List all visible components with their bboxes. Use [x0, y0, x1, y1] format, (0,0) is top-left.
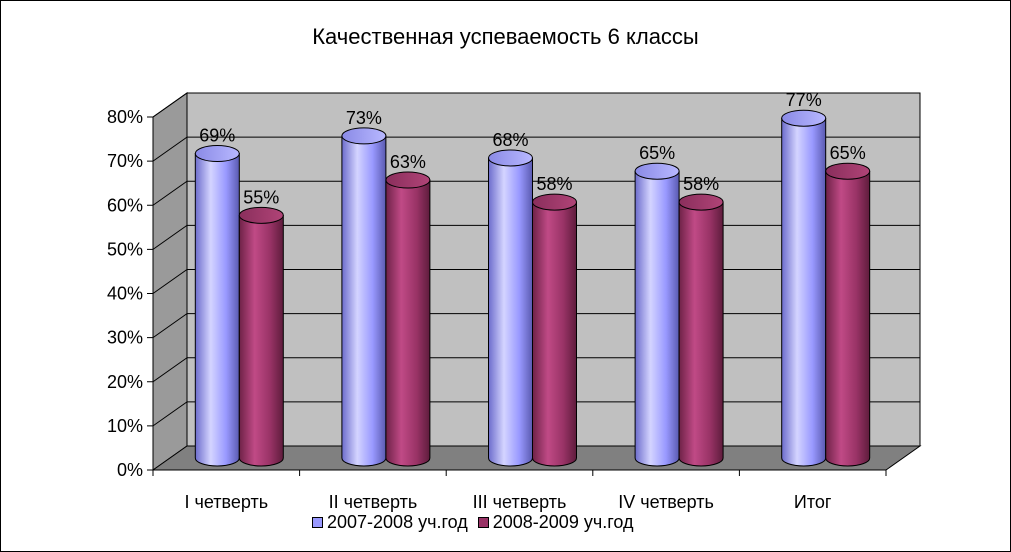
cylinder-body: [781, 117, 827, 467]
data-label: 55%: [243, 187, 279, 207]
cylinder-top: [488, 149, 533, 167]
cylinder-top: [385, 171, 431, 189]
x-tick-label: II четверть: [329, 492, 418, 512]
cylinder-body: [341, 135, 387, 467]
gridline-side: [152, 357, 188, 383]
cylinder-bar: [341, 127, 387, 467]
y-tick-label: 80%: [107, 107, 143, 127]
data-label: 58%: [683, 174, 719, 194]
data-label: 77%: [786, 90, 822, 110]
cylinder-bar: [678, 193, 724, 467]
gridline-side: [152, 180, 188, 206]
legend-swatch: [477, 517, 489, 528]
gridline-side: [152, 269, 188, 294]
cylinder-bar: [385, 171, 431, 467]
y-tick-label: 40%: [107, 284, 143, 304]
x-tick-label: III четверть: [473, 492, 567, 512]
cylinder-bar: [488, 149, 533, 467]
gridline-side: [152, 224, 188, 250]
gridline-side: [152, 313, 188, 339]
data-label: 63%: [390, 152, 426, 172]
cylinder-top: [825, 162, 871, 180]
cylinder-top: [341, 127, 387, 145]
x-tick-label: I четверть: [184, 492, 268, 512]
cylinder-top: [678, 193, 724, 211]
cylinder-top: [532, 193, 577, 211]
cylinder-bar: [194, 145, 240, 467]
cylinder-bar: [238, 206, 284, 467]
y-tick-label: 20%: [107, 372, 143, 392]
x-tick-label: IV четверть: [618, 492, 714, 512]
legend: 2007-2008 уч.год 2008-2009 уч.год: [312, 512, 634, 533]
legend-item-series-1: 2007-2008 уч.год: [312, 512, 468, 533]
y-tick-label: 0%: [117, 460, 143, 480]
y-tick-label: 10%: [107, 416, 143, 436]
y-tick-label: 30%: [107, 328, 143, 348]
y-tick-label: 60%: [107, 195, 143, 215]
legend-label: 2007-2008 уч.год: [327, 512, 468, 532]
cylinder-body: [385, 179, 431, 467]
cylinder-bar: [532, 193, 577, 467]
cylinder-bar: [634, 162, 680, 467]
cylinder-bar: [781, 109, 827, 467]
cylinder-body: [488, 157, 533, 467]
gridline-side: [152, 136, 188, 162]
legend-label: 2008-2009 уч.год: [492, 512, 634, 532]
cylinder-bar: [825, 162, 871, 467]
data-label: 58%: [536, 174, 572, 194]
cylinder-body: [532, 201, 577, 467]
gridline-side: [152, 401, 188, 427]
cylinder-body: [634, 170, 680, 467]
data-label: 69%: [199, 126, 235, 146]
legend-item-series-2: 2008-2009 уч.год: [477, 512, 634, 533]
y-tick-label: 70%: [107, 151, 143, 171]
gridline-side: [152, 92, 188, 118]
cylinder-body: [194, 153, 240, 467]
data-label: 65%: [830, 143, 866, 163]
cylinder-top: [781, 109, 827, 127]
cylinder-top: [238, 206, 284, 224]
cylinder-body: [825, 170, 871, 467]
cylinder-top: [634, 162, 680, 180]
data-label: 68%: [492, 130, 528, 150]
legend-swatch: [312, 517, 323, 528]
x-tick-label: Итог: [794, 492, 832, 512]
data-label: 65%: [639, 143, 675, 163]
cylinder-body: [678, 201, 724, 467]
cylinder-top: [194, 145, 240, 163]
cylinder-body: [238, 214, 284, 467]
data-label: 73%: [346, 108, 382, 128]
y-tick-label: 50%: [107, 239, 143, 259]
chart-title: Качественная успеваемость 6 классы: [312, 24, 699, 49]
